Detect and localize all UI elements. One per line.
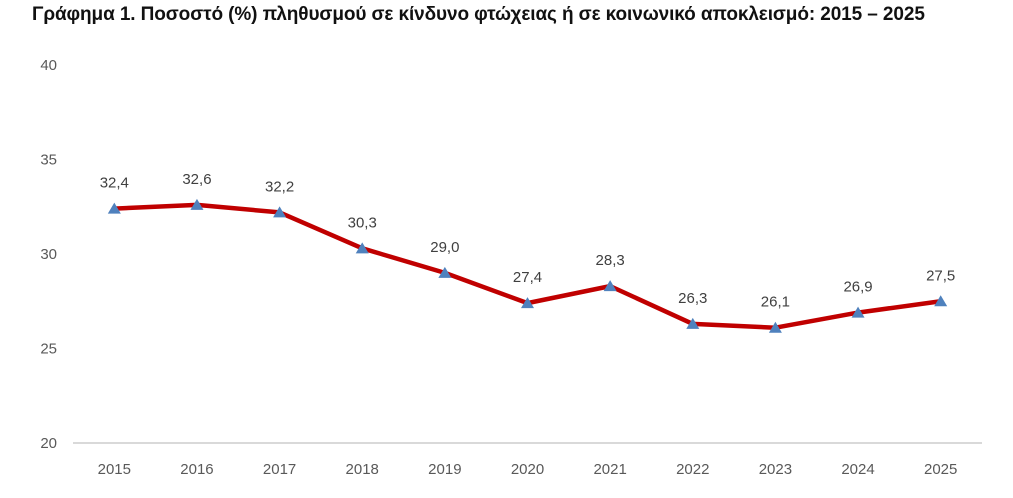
data-label: 30,3 [348,214,377,231]
data-label: 32,2 [265,178,294,195]
data-point-marker [190,198,204,210]
data-label: 28,3 [596,252,625,269]
data-point-marker [438,266,452,278]
data-point-marker [521,297,534,309]
y-tick-label: 20 [40,435,57,452]
x-tick-label: 2017 [263,461,296,478]
x-tick-label: 2018 [346,461,379,478]
data-point-marker [273,206,287,218]
data-label: 32,4 [100,175,129,192]
data-label: 26,1 [761,294,790,311]
data-point-marker [851,306,865,318]
data-label: 32,6 [182,171,211,188]
x-tick-label: 2016 [180,461,213,478]
data-label: 29,0 [430,239,459,256]
chart-title: Γράφημα 1. Ποσοστό (%) πληθυσμού σε κίνδ… [32,4,925,25]
data-point-marker [107,202,121,214]
x-tick-label: 2021 [593,461,626,478]
data-point-marker [603,280,617,292]
y-tick-label: 25 [40,341,57,358]
data-point-marker [768,321,782,333]
data-point-marker [355,242,369,254]
x-tick-label: 2020 [511,461,544,478]
y-tick-label: 40 [40,57,57,74]
data-label: 26,3 [678,290,707,307]
x-tick-label: 2019 [428,461,461,478]
y-tick-label: 35 [40,152,57,169]
x-tick-label: 2022 [676,461,709,478]
x-tick-label: 2015 [98,461,131,478]
data-point-marker [686,317,700,329]
data-labels: 32,4 32,6 32,2 30,3 29,0 27,4 28,3 26,3 26,1 26,9… [100,171,956,311]
series-line [112,202,943,330]
data-label: 26,9 [843,279,872,296]
y-axis-tick-labels: 20 25 30 35 40 [40,57,57,452]
x-tick-label: 2023 [759,461,792,478]
x-tick-label: 2025 [924,461,957,478]
data-point-marker [934,295,948,307]
y-tick-label: 30 [40,246,57,263]
x-axis-tick-labels: 2015 2016 2017 2018 2019 2020 2021 2022 2023 2024… [98,461,958,478]
series-markers [107,198,948,333]
data-label: 27,5 [926,267,955,284]
x-tick-label: 2024 [841,461,874,478]
data-label: 27,4 [513,269,542,286]
